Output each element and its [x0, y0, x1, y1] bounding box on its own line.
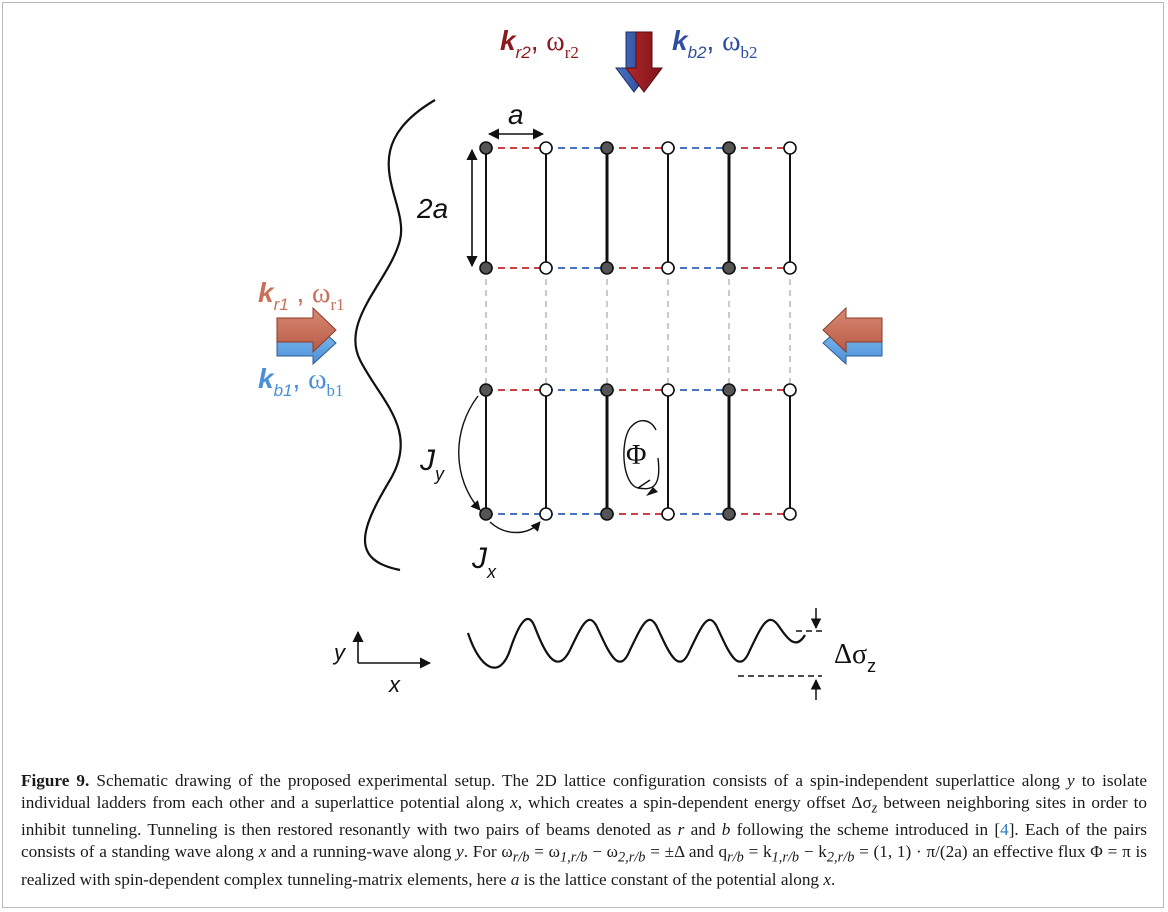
dimension-2a: 2a — [416, 148, 478, 268]
svg-text:Δσz: Δσz — [834, 639, 876, 676]
flux-phi: Φ — [623, 420, 660, 496]
beam-b1-label: kb1, ωb1 — [258, 363, 344, 400]
axis-y-label: y — [332, 640, 347, 665]
svg-text:Jy: Jy — [419, 444, 445, 484]
beam-b2-label: kb2, ωb2 — [672, 25, 758, 62]
tunneling-jy: Jy — [419, 395, 481, 511]
lattice-setup-diagram: kr2, ωr2 kb2, ωb2 kr1 , ωr1 kb1, ωb1 — [258, 25, 883, 700]
coordinate-axes: y x — [332, 630, 432, 697]
beam-r1-label: kr1 , ωr1 — [258, 277, 345, 314]
tunneling-jx: Jx — [471, 521, 541, 582]
dimension-a: a — [487, 99, 545, 140]
beam-r1-arrow-left — [276, 306, 337, 354]
lattice — [479, 141, 797, 521]
svg-text:2a: 2a — [416, 193, 448, 224]
energy-offset-indicator: Δσz — [738, 608, 876, 700]
svg-text:a: a — [508, 99, 524, 130]
beam-r2-label: kr2, ωr2 — [500, 25, 579, 62]
horizontal-superlattice-wave — [466, 618, 806, 669]
vertical-potential-wave — [354, 99, 436, 572]
svg-text:Φ: Φ — [626, 440, 646, 471]
reference-link[interactable]: 4 — [1000, 820, 1009, 840]
figure-label: Figure 9. — [21, 771, 90, 790]
beam-r1-arrow-right — [822, 306, 883, 354]
svg-text:Jx: Jx — [471, 542, 497, 582]
beam-r2-arrow — [625, 31, 663, 93]
figure-caption: Figure 9. Schematic drawing of the propo… — [21, 771, 1147, 889]
axis-x-label: x — [388, 672, 401, 697]
